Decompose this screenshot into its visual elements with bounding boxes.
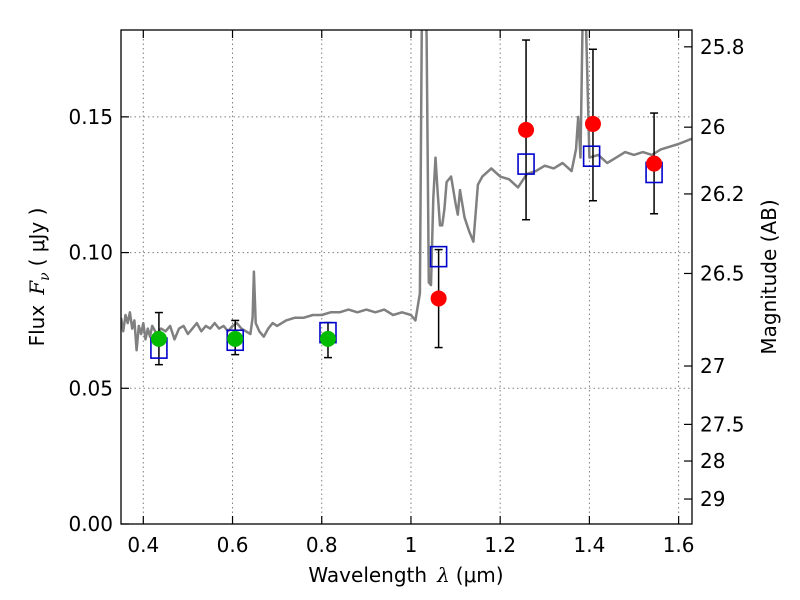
x-tick-label: 0.6 — [217, 533, 249, 557]
y2-axis-ticks: 25.8 26 26.2 26.5 27 27.5 28 29 — [684, 35, 745, 511]
y-tick-label: 0.00 — [68, 512, 113, 536]
circle-marker — [150, 330, 167, 347]
y2-tick-label: 27 — [700, 354, 725, 378]
y2-tick-label: 26.5 — [700, 261, 745, 285]
y-axis-label: FluxFν( μJy ) — [25, 208, 53, 347]
y-tick-label: 0.05 — [68, 376, 113, 400]
y2-tick-label: 26.2 — [700, 182, 745, 206]
x-tick-label: 1.6 — [663, 533, 695, 557]
model-spectrum-line — [121, 30, 692, 352]
y2-axis-label: Magnitude (AB) — [757, 199, 781, 354]
plot-frame — [120, 29, 693, 525]
x-tick-label: 1.4 — [573, 533, 605, 557]
x-tick-label: 0.4 — [127, 533, 159, 557]
plot-background — [121, 30, 692, 524]
circle-marker — [584, 115, 601, 132]
circle-marker — [430, 290, 447, 307]
square-marker — [429, 245, 448, 268]
square-marker — [517, 153, 535, 175]
circle-marker — [646, 155, 663, 172]
circle-marker — [227, 330, 244, 347]
y2-tick-label: 28 — [700, 449, 725, 473]
circle-marker — [518, 121, 535, 138]
x-tick-label: 1.2 — [484, 533, 516, 557]
observed-photometry-points — [150, 115, 663, 347]
square-marker — [226, 329, 244, 352]
y2-tick-label: 26 — [700, 115, 725, 139]
y2-tick-label: 25.8 — [700, 35, 745, 59]
x-axis-label: Wavelength λ (μm) — [308, 563, 503, 587]
x-axis-ticks: 0.4 0.6 0.8 1 1.2 1.4 1.6 — [127, 30, 695, 557]
y2-tick-label: 27.5 — [700, 412, 745, 436]
y-axis-ticks: 0.00 0.05 0.10 0.15 — [68, 105, 129, 536]
y2-tick-label: 29 — [700, 487, 725, 511]
x-tick-label: 0.8 — [306, 533, 338, 557]
y-tick-label: 0.15 — [68, 105, 113, 129]
circle-marker — [319, 330, 336, 347]
square-marker — [582, 145, 601, 168]
y-tick-label: 0.10 — [68, 241, 113, 265]
x-tick-label: 1 — [405, 533, 418, 557]
